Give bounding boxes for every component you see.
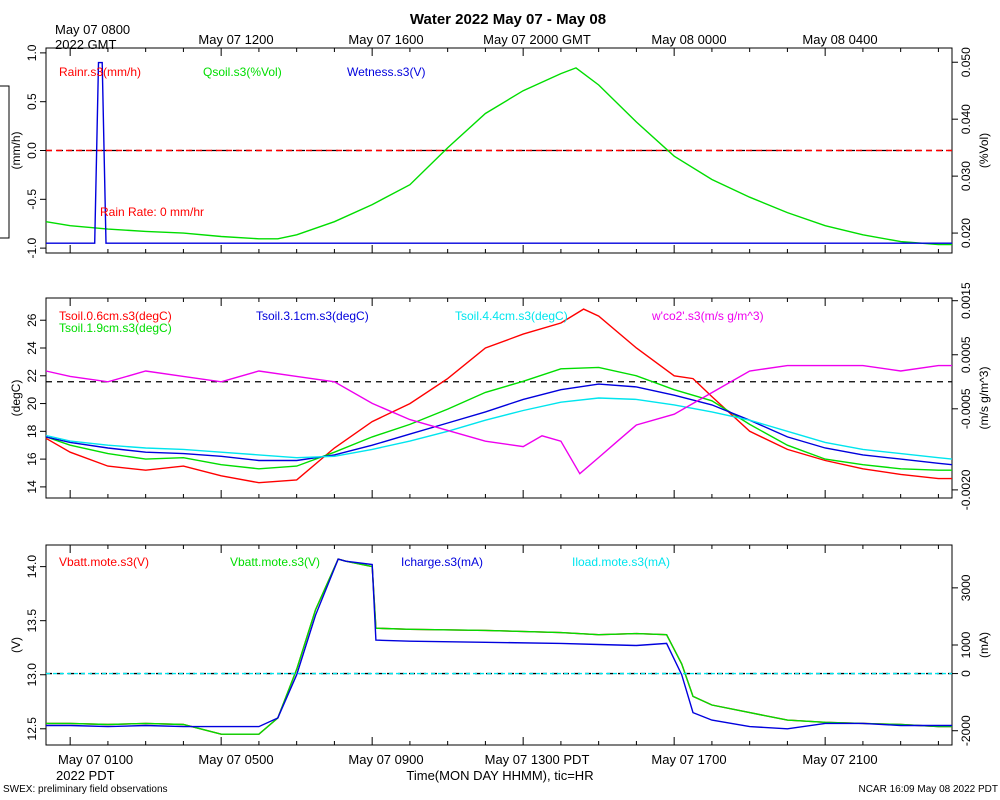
series-line-blue — [46, 61, 952, 244]
top-axis-first-line2: 2022 GMT — [55, 37, 116, 52]
y-axis-label-left: (degC) — [9, 380, 23, 417]
bottom-axis-label-4: May 07 1700 — [651, 752, 726, 767]
bottom-axis-label-0: May 07 0100 — [58, 752, 133, 767]
bottom-axis-label-5: May 07 2100 — [802, 752, 877, 767]
top-axis-label-2: May 07 1600 — [348, 32, 423, 47]
y-tick-label-left: 13.5 — [25, 609, 39, 633]
y-axis-label-left: (V) — [9, 637, 23, 653]
legend-label: Qsoil.s3(%Vol) — [203, 65, 282, 79]
y-tick-label-right: 0.050 — [959, 47, 973, 77]
y-tick-label-right: 0.0015 — [959, 282, 973, 319]
y-tick-label-right: 0.020 — [959, 218, 973, 248]
bottom-axis-label-3: May 07 1300 PDT — [485, 752, 590, 767]
legend-label: Iload.mote.s3(mA) — [572, 555, 670, 569]
x-axis-title: Time(MON DAY HHMM), tic=HR — [406, 768, 593, 783]
series-line-green — [45, 366, 952, 471]
top-axis-label-1: May 07 1200 — [198, 32, 273, 47]
top-axis-label-5: May 08 0400 — [802, 32, 877, 47]
legend-label: Tsoil.4.4cm.s3(degC) — [455, 309, 568, 323]
y-axis-label-left: (mm/h) — [9, 132, 23, 170]
top-axis-first-line1: May 07 0800 — [55, 22, 130, 37]
y-tick-label-left: 0.0 — [25, 142, 39, 159]
series-line-blue — [45, 383, 953, 466]
y-axis-label-right: (mA) — [977, 632, 991, 658]
series-line-red — [45, 308, 952, 484]
y-tick-label-left: 0.5 — [25, 93, 39, 110]
y-tick-label-right: 3000 — [959, 574, 973, 601]
legend-label: Tsoil.3.1cm.s3(degC) — [256, 309, 369, 323]
y-tick-label-right: 0.040 — [959, 104, 973, 134]
plot-frame — [45, 544, 953, 746]
y-tick-label-left: 1.0 — [25, 44, 39, 61]
legend-label: Wetness.s3(V) — [347, 65, 425, 79]
plot-frame — [45, 297, 953, 499]
y-tick-label-right: -0.0005 — [959, 388, 973, 429]
y-axis-label-right: (m/s g/m^3) — [977, 367, 991, 430]
y-tick-label-left: 12.5 — [25, 717, 39, 741]
left-edge-decoration — [0, 85, 10, 239]
footer-right: NCAR 16:09 May 08 2022 PDT — [858, 784, 998, 795]
series-line-cyan — [45, 397, 953, 460]
legend-label: Icharge.s3(mA) — [401, 555, 483, 569]
panel-water: -1.0 -0.5 0.0 0.5 1.0 (mm/h) 0.020 0.030 0.040 0.… — [9, 44, 991, 258]
bottom-axis-first-line2: 2022 PDT — [56, 768, 115, 783]
legend-label: Rainr.s3(mm/h) — [59, 65, 141, 79]
series-line-red — [46, 558, 952, 735]
footer-left: SWEX: preliminary field observations — [3, 784, 168, 795]
panel-battery: 12.5 13.0 13.5 14.0 (V) -2000 0 1000 3000 (mA) Vba… — [9, 544, 991, 746]
bottom-axis-label-1: May 07 0500 — [198, 752, 273, 767]
y-tick-label-right: 1000 — [959, 631, 973, 658]
legend-label: Vbatt.mote.s3(V) — [59, 555, 149, 569]
y-tick-label-left: 22 — [25, 369, 39, 383]
y-tick-label-right: 0.030 — [959, 161, 973, 191]
series-line-blue — [46, 558, 952, 730]
chart-title: Water 2022 May 07 - May 08 — [410, 11, 606, 28]
legend-label: Tsoil.1.9cm.s3(degC) — [59, 321, 172, 335]
y-tick-label-left: 13.0 — [25, 663, 39, 687]
legend-label: Tsoil.0.6cm.s3(degC) — [59, 309, 172, 323]
series-line-green — [45, 67, 952, 246]
bottom-axis-label-2: May 07 0900 — [348, 752, 423, 767]
series-line-magenta — [45, 364, 952, 475]
series-line-green — [46, 558, 952, 735]
y-axis-label-right: (%Vol) — [977, 133, 991, 168]
y-tick-label-left: 26 — [25, 313, 39, 327]
y-tick-label-left: -0.5 — [25, 189, 39, 210]
y-tick-label-right: -2000 — [959, 715, 973, 746]
top-axis-label-3: May 07 2000 GMT — [483, 32, 591, 47]
y-tick-label-left: 24 — [25, 341, 39, 355]
panel-soil-temp: 14 16 18 20 22 24 26 (degC) -0.0020 -0.0005 0.0005… — [9, 282, 991, 510]
legend-label: w'co2'.s3(m/s g/m^3) — [651, 309, 764, 323]
y-tick-label-left: 14.0 — [25, 555, 39, 579]
legend-label: Vbatt.mote.s3(V) — [230, 555, 320, 569]
y-tick-label-left: 18 — [25, 424, 39, 438]
annotation-text: Rain Rate: 0 mm/hr — [100, 205, 204, 219]
y-tick-label-left: 20 — [25, 397, 39, 411]
y-tick-label-right: -0.0020 — [959, 469, 973, 510]
y-tick-label-left: -1.0 — [25, 237, 39, 258]
y-tick-label-right: 0 — [959, 670, 973, 677]
y-tick-label-left: 14 — [25, 480, 39, 494]
y-tick-label-right: 0.0005 — [959, 336, 973, 373]
top-axis-label-4: May 08 0000 — [651, 32, 726, 47]
y-tick-label-left: 16 — [25, 452, 39, 466]
